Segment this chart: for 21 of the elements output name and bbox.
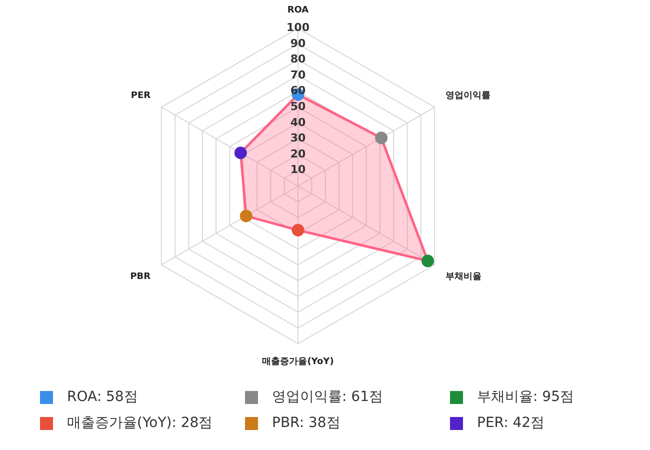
y-tick-label: 80: [290, 52, 306, 66]
y-tick-label: 100: [286, 21, 310, 34]
text: 매출증가율(YoY): 28점: [67, 414, 213, 432]
spoke-label: PBR: [130, 272, 151, 282]
text: 영업이익률: 61점: [272, 388, 383, 406]
y-tick-label: 10: [290, 163, 306, 176]
y-tick-label: 30: [290, 132, 306, 145]
text: ROA: 58점: [67, 388, 138, 406]
y-tick-label: 40: [290, 116, 306, 129]
spoke-label: ROA: [287, 6, 309, 16]
text: PBR: 38점: [272, 414, 340, 432]
y-tick-label: 90: [290, 36, 306, 50]
spoke-label: 부채비율: [445, 272, 482, 282]
spoke-label: PER: [130, 90, 151, 101]
text: PER: 42점: [477, 414, 545, 432]
spoke-label: 매출증가율(YoY): [262, 356, 334, 367]
spoke-label: 영업이익률: [445, 90, 490, 101]
text: 부채비율: 95점: [477, 388, 574, 406]
y-tick-label: 20: [290, 147, 306, 160]
y-tick-label: 70: [290, 68, 306, 82]
y-tick-label: 50: [290, 100, 306, 114]
